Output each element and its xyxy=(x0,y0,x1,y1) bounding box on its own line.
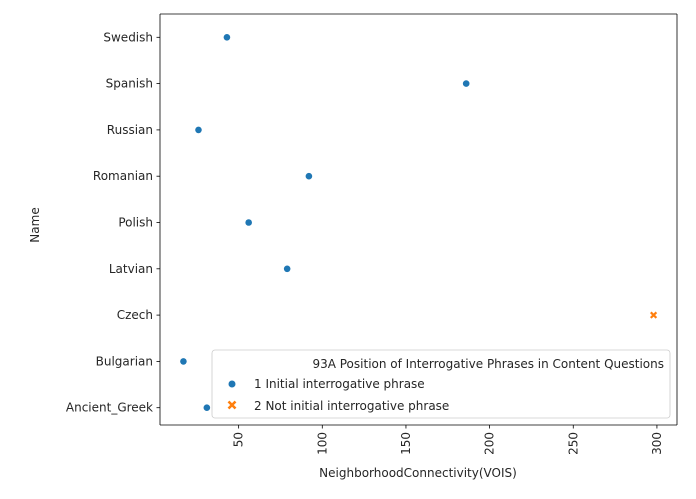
y-axis-ticks: Swedish Spanish Russian Romanian Polish Latvi… xyxy=(66,30,160,415)
x-tick-label: 100 xyxy=(315,432,329,455)
legend-marker-series-1 xyxy=(228,380,236,388)
data-point-ancient_greek xyxy=(203,404,211,412)
x-axis-label: NeighborhoodConnectivity(VOIS) xyxy=(319,466,517,480)
x-tick-label: 150 xyxy=(399,432,413,455)
data-point-swedish xyxy=(223,34,231,41)
legend-box xyxy=(211,349,671,419)
y-tick-label: Ancient_Greek xyxy=(66,401,153,415)
data-point-spanish xyxy=(462,80,470,87)
y-tick-label: Russian xyxy=(107,123,153,137)
y-tick-label: Spanish xyxy=(106,77,153,91)
legend-title: 93A Position of Interrogative Phrases in… xyxy=(312,357,664,371)
data-point-romanian xyxy=(305,172,313,180)
data-point-bulgarian xyxy=(180,358,187,365)
data-point-russian xyxy=(195,126,202,134)
x-tick-label: 250 xyxy=(566,432,580,455)
data-point-polish xyxy=(245,219,252,226)
y-tick-label: Czech xyxy=(117,308,153,322)
data-points xyxy=(180,34,658,412)
y-tick-label: Romanian xyxy=(93,169,153,183)
x-tick-label: 50 xyxy=(232,432,246,447)
x-axis-ticks: 50 100 150 200 250 300 xyxy=(232,425,664,455)
axes-frame xyxy=(159,13,678,426)
legend-label-series-2: 2 Not initial interrogative phrase xyxy=(254,399,449,413)
y-tick-label: Polish xyxy=(118,216,153,230)
x-tick-label: 300 xyxy=(650,432,664,455)
y-tick-label: Bulgarian xyxy=(96,354,153,368)
legend-marker-series-2 xyxy=(227,400,237,410)
data-point-czech xyxy=(649,311,658,319)
y-axis-label: Name xyxy=(28,207,42,242)
y-tick-label: Swedish xyxy=(103,30,153,44)
legend-label-series-1: 1 Initial interrogative phrase xyxy=(254,377,425,391)
data-point-latvian xyxy=(283,265,291,273)
x-tick-label: 200 xyxy=(483,432,497,455)
y-tick-label: Latvian xyxy=(109,262,153,276)
legend: 93A Position of Interrogative Phrases in… xyxy=(211,349,671,419)
